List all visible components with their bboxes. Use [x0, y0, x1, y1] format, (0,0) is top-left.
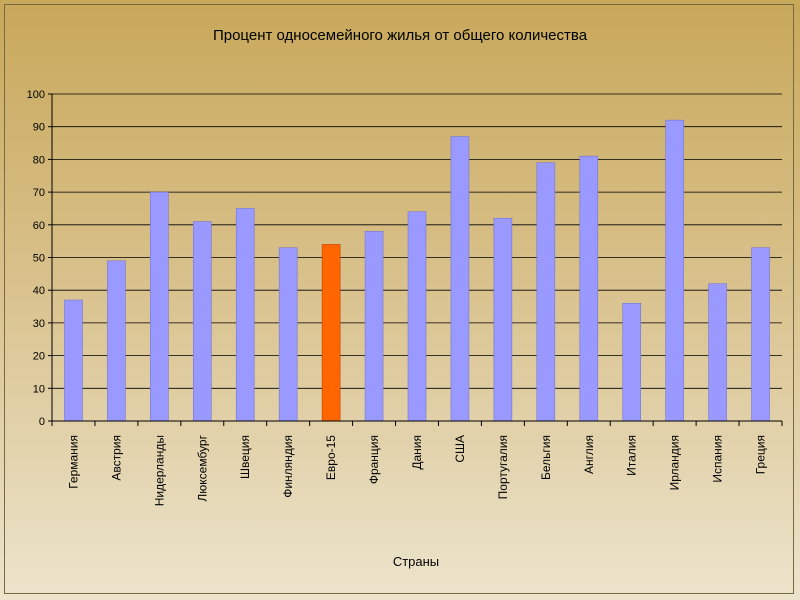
y-tick-label: 40 — [33, 285, 45, 297]
bar-2 — [150, 191, 169, 422]
bar-16 — [751, 247, 770, 422]
bar-7 — [364, 231, 384, 422]
y-tick-label: 90 — [33, 122, 45, 134]
category-label: Ирландия — [668, 435, 682, 490]
y-tick-label: 30 — [33, 318, 45, 330]
category-label: Дания — [410, 435, 424, 470]
y-tick-label: 20 — [33, 351, 45, 363]
bar-11 — [536, 162, 556, 422]
y-tick-label: 10 — [33, 383, 45, 395]
bar-10 — [493, 217, 513, 422]
bars — [64, 119, 770, 422]
bar-3 — [192, 221, 212, 422]
category-label: Франция — [367, 435, 381, 484]
bar-1 — [107, 260, 126, 422]
y-tick-label: 0 — [39, 416, 45, 428]
bar-9 — [450, 136, 470, 422]
category-label: Греция — [754, 435, 768, 474]
y-tick-label: 60 — [33, 220, 45, 232]
bar-12 — [579, 155, 599, 422]
y-tick-label: 100 — [27, 89, 45, 101]
category-label: Австрия — [109, 435, 123, 481]
y-tick-label: 70 — [33, 187, 45, 199]
x-axis-categories: Германия Австрия Нидерланды Люксембург Швеци… — [51, 421, 783, 506]
category-label: Швеция — [238, 435, 252, 479]
bar-5 — [278, 247, 298, 422]
bar-4 — [235, 208, 255, 422]
bar-6 — [321, 244, 341, 422]
y-tick-label: 50 — [33, 253, 45, 265]
bar-0 — [64, 299, 83, 422]
category-label: Англия — [582, 435, 596, 474]
x-axis-label: Страны — [393, 554, 439, 569]
category-label: Финляндия — [281, 435, 295, 498]
chart-title: Процент односемейного жилья от общего ко… — [213, 27, 588, 44]
category-label: Италия — [625, 435, 639, 476]
category-label: Люксембург — [195, 434, 209, 501]
category-label: Нидерланды — [152, 435, 166, 506]
chart-frame — [4, 4, 794, 594]
category-label: Германия — [66, 435, 80, 489]
category-label: Португалия — [496, 435, 510, 499]
category-label: США — [453, 435, 467, 463]
category-label: Евро-15 — [324, 435, 338, 480]
bar-8 — [407, 211, 427, 422]
grid-lines — [52, 93, 782, 389]
y-axis-ticks: 0 10 20 30 40 50 60 70 80 90 100 — [27, 89, 52, 428]
y-tick-label: 80 — [33, 154, 45, 166]
category-label: Бельгия — [539, 435, 553, 480]
bar-14 — [665, 119, 684, 422]
bar-15 — [708, 283, 727, 422]
category-label: Испания — [711, 435, 725, 483]
bar-13 — [622, 302, 642, 422]
